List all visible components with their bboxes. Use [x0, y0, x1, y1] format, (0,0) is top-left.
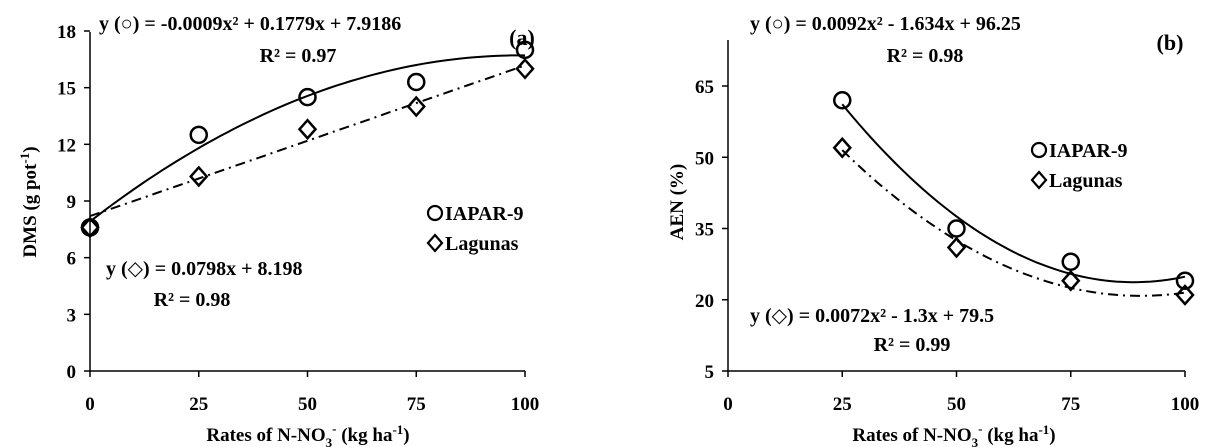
y-tick-label: 12 — [57, 135, 76, 156]
data-point-circle — [189, 125, 208, 145]
y-tick-label: 6 — [67, 249, 77, 270]
y-tick-label: 20 — [695, 291, 714, 312]
y-tick-label: 65 — [695, 77, 714, 98]
panel-a-iapar-equation: y (○) = -0.0009x² + 0.1779x + 7.9186 — [99, 13, 401, 35]
x-tick-label: 0 — [723, 394, 733, 415]
panel-a-legend-diamond-icon — [426, 233, 444, 253]
data-point-diamond — [946, 236, 967, 259]
panel-a-y-ticks: 0 3 6 9 12 15 18 — [57, 22, 90, 383]
solid-fit-line — [89, 54, 525, 223]
data-point-circle — [947, 219, 966, 238]
panel-a-x-ticks: 0 25 50 75 100 — [85, 371, 539, 415]
data-point-circle — [515, 40, 535, 60]
panel-a-label: (a) — [509, 25, 535, 50]
y-tick-label: 15 — [57, 79, 76, 100]
panel-b-x-ticks: 0 25 50 75 100 — [723, 371, 1199, 415]
x-tick-label: 25 — [189, 394, 208, 415]
data-point-diamond — [515, 57, 535, 80]
panel-a-y-axis-label: DMS (g pot-1) — [17, 146, 41, 257]
data-point-circle — [80, 218, 100, 237]
panel-b-lagunas-equation: y (◇) = 0.0072x² - 1.3x + 79.5 — [750, 305, 994, 327]
panel-a-markers — [80, 40, 535, 239]
panel-a-legend-iapar: IAPAR-9 — [445, 203, 524, 225]
x-tick-label: 0 — [85, 394, 95, 415]
panel-a-legend-circle-icon — [426, 204, 444, 222]
x-tick-label: 100 — [511, 394, 540, 415]
y-tick-label: 50 — [695, 148, 714, 169]
solid-fit-line — [841, 103, 1186, 284]
panel-a-lagunas-equation: y (◇) = 0.0798x + 8.198 — [106, 258, 303, 280]
panel-b-legend-iapar: IAPAR-9 — [1049, 140, 1128, 162]
dashdot-fit-line — [89, 64, 526, 218]
x-tick-label: 25 — [833, 394, 852, 415]
panel-b-iapar-equation: y (○) = 0.0092x² - 1.634x + 96.25 — [750, 13, 1021, 35]
panel-b: 5 20 35 50 65 0 25 50 75 100 AEN (%) Rates of N-… — [667, 13, 1199, 447]
panel-b-legend-diamond-icon — [1030, 170, 1048, 190]
data-point-diamond — [1061, 269, 1081, 292]
x-tick-label: 50 — [298, 394, 317, 415]
data-point-circle — [1175, 271, 1195, 290]
data-point-diamond — [189, 165, 209, 188]
data-point-diamond — [832, 136, 852, 159]
dashdot-fit-line — [841, 149, 1186, 297]
panel-b-legend-circle-icon — [1030, 141, 1048, 159]
panel-b-x-axis-label: Rates of N-NO3- (kg ha-1) — [852, 421, 1055, 447]
panel-b-markers — [832, 91, 1195, 306]
panel-b-y-axis-label: AEN (%) — [667, 164, 688, 241]
panel-a: 0 3 6 9 12 15 18 0 25 50 75 100 DMS (g pot-1) Rate… — [17, 13, 539, 447]
x-tick-label: 100 — [1171, 394, 1200, 415]
panel-b-label: (b) — [1157, 30, 1184, 55]
data-point-circle — [298, 87, 317, 107]
panel-a-x-axis-label: Rates of N-NO3- (kg ha-1) — [206, 421, 409, 447]
data-point-diamond — [406, 95, 426, 118]
y-tick-label: 35 — [695, 220, 714, 241]
panel-b-fit-lines — [841, 103, 1186, 297]
panel-a-lagunas-r2: R² = 0.98 — [154, 289, 231, 311]
panel-b-legend-lagunas: Lagunas — [1049, 170, 1123, 192]
panel-b-legend: IAPAR-9 Lagunas — [1030, 140, 1128, 192]
y-tick-label: 5 — [705, 362, 715, 383]
panel-a-iapar-r2: R² = 0.97 — [260, 45, 337, 67]
y-tick-label: 9 — [67, 192, 77, 213]
x-tick-label: 75 — [1061, 394, 1080, 415]
y-tick-label: 18 — [57, 22, 76, 43]
panel-a-legend: IAPAR-9 Lagunas — [426, 203, 524, 255]
panel-a-legend-lagunas: Lagunas — [445, 233, 519, 255]
data-point-diamond — [297, 118, 318, 141]
panel-a-fit-lines — [89, 54, 526, 223]
data-point-circle — [1061, 252, 1080, 271]
data-point-circle — [407, 72, 426, 92]
panel-b-lagunas-r2: R² = 0.99 — [874, 334, 951, 356]
y-tick-label: 3 — [67, 305, 77, 326]
x-tick-label: 50 — [947, 394, 966, 415]
data-point-diamond — [1175, 284, 1195, 306]
panel-b-y-ticks: 5 20 35 50 65 — [695, 77, 728, 383]
x-tick-label: 75 — [407, 394, 426, 415]
data-point-circle — [833, 91, 852, 110]
y-tick-label: 0 — [67, 362, 77, 383]
panel-b-iapar-r2: R² = 0.98 — [887, 45, 964, 67]
